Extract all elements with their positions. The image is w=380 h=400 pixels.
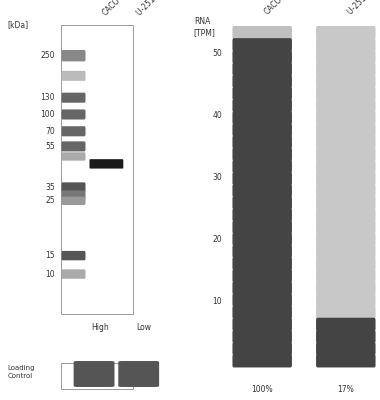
FancyBboxPatch shape xyxy=(316,257,375,270)
FancyBboxPatch shape xyxy=(233,26,292,39)
FancyBboxPatch shape xyxy=(233,111,292,124)
FancyBboxPatch shape xyxy=(62,50,86,61)
Text: 10: 10 xyxy=(213,297,222,306)
FancyBboxPatch shape xyxy=(233,99,292,112)
Text: 100: 100 xyxy=(41,110,55,119)
Text: 35: 35 xyxy=(45,183,55,192)
FancyBboxPatch shape xyxy=(233,294,292,307)
FancyBboxPatch shape xyxy=(316,269,375,282)
FancyBboxPatch shape xyxy=(316,281,375,294)
FancyBboxPatch shape xyxy=(233,354,292,368)
FancyBboxPatch shape xyxy=(62,110,86,120)
Text: 15: 15 xyxy=(46,251,55,260)
Bar xyxy=(61,26,133,314)
FancyBboxPatch shape xyxy=(233,196,292,210)
Text: U-251 MG: U-251 MG xyxy=(346,0,379,16)
Text: 17%: 17% xyxy=(337,385,354,394)
FancyBboxPatch shape xyxy=(316,160,375,173)
FancyBboxPatch shape xyxy=(316,135,375,149)
FancyBboxPatch shape xyxy=(233,245,292,258)
FancyBboxPatch shape xyxy=(233,342,292,355)
FancyBboxPatch shape xyxy=(233,281,292,294)
FancyBboxPatch shape xyxy=(316,123,375,136)
Text: 25: 25 xyxy=(46,196,55,205)
Text: RNA
[TPM]: RNA [TPM] xyxy=(194,18,216,38)
FancyBboxPatch shape xyxy=(316,99,375,112)
FancyBboxPatch shape xyxy=(62,71,86,81)
FancyBboxPatch shape xyxy=(233,135,292,149)
Text: 10: 10 xyxy=(46,270,55,278)
FancyBboxPatch shape xyxy=(233,38,292,52)
FancyBboxPatch shape xyxy=(316,26,375,39)
FancyBboxPatch shape xyxy=(233,330,292,343)
FancyBboxPatch shape xyxy=(233,62,292,76)
FancyBboxPatch shape xyxy=(233,208,292,222)
FancyBboxPatch shape xyxy=(62,126,86,136)
Bar xyxy=(61,363,133,390)
FancyBboxPatch shape xyxy=(233,269,292,282)
FancyBboxPatch shape xyxy=(233,172,292,185)
FancyBboxPatch shape xyxy=(316,172,375,185)
FancyBboxPatch shape xyxy=(316,294,375,307)
FancyBboxPatch shape xyxy=(62,141,86,152)
FancyBboxPatch shape xyxy=(316,50,375,64)
Text: 70: 70 xyxy=(45,127,55,136)
FancyBboxPatch shape xyxy=(233,87,292,100)
FancyBboxPatch shape xyxy=(316,208,375,222)
FancyBboxPatch shape xyxy=(316,62,375,76)
FancyBboxPatch shape xyxy=(233,148,292,161)
Text: CACO-2: CACO-2 xyxy=(101,0,128,17)
FancyBboxPatch shape xyxy=(316,184,375,197)
FancyBboxPatch shape xyxy=(316,87,375,100)
FancyBboxPatch shape xyxy=(316,38,375,52)
Text: 130: 130 xyxy=(41,93,55,102)
Text: 50: 50 xyxy=(212,49,222,58)
Text: 30: 30 xyxy=(212,173,222,182)
FancyBboxPatch shape xyxy=(233,184,292,197)
Text: 250: 250 xyxy=(41,51,55,60)
FancyBboxPatch shape xyxy=(233,123,292,136)
FancyBboxPatch shape xyxy=(316,330,375,343)
Text: Loading
Control: Loading Control xyxy=(8,365,35,378)
FancyBboxPatch shape xyxy=(316,111,375,124)
FancyBboxPatch shape xyxy=(62,182,86,192)
FancyBboxPatch shape xyxy=(316,354,375,368)
Text: U-251 MG: U-251 MG xyxy=(135,0,168,17)
Text: Low: Low xyxy=(136,323,151,332)
FancyBboxPatch shape xyxy=(233,160,292,173)
Text: 40: 40 xyxy=(212,111,222,120)
FancyBboxPatch shape xyxy=(233,233,292,246)
Text: 20: 20 xyxy=(213,235,222,244)
FancyBboxPatch shape xyxy=(74,361,114,387)
FancyBboxPatch shape xyxy=(90,159,123,168)
FancyBboxPatch shape xyxy=(233,50,292,64)
FancyBboxPatch shape xyxy=(316,233,375,246)
FancyBboxPatch shape xyxy=(316,245,375,258)
FancyBboxPatch shape xyxy=(233,318,292,331)
FancyBboxPatch shape xyxy=(233,257,292,270)
Text: High: High xyxy=(91,323,109,332)
FancyBboxPatch shape xyxy=(316,75,375,88)
Text: CACO-2: CACO-2 xyxy=(262,0,289,16)
Text: 55: 55 xyxy=(45,142,55,151)
FancyBboxPatch shape xyxy=(316,318,375,331)
FancyBboxPatch shape xyxy=(316,148,375,161)
FancyBboxPatch shape xyxy=(316,196,375,210)
FancyBboxPatch shape xyxy=(62,190,86,200)
Text: 100%: 100% xyxy=(252,385,273,394)
FancyBboxPatch shape xyxy=(62,152,86,161)
FancyBboxPatch shape xyxy=(62,93,86,103)
FancyBboxPatch shape xyxy=(118,361,159,387)
FancyBboxPatch shape xyxy=(233,220,292,234)
FancyBboxPatch shape xyxy=(316,306,375,319)
FancyBboxPatch shape xyxy=(316,342,375,355)
FancyBboxPatch shape xyxy=(233,306,292,319)
FancyBboxPatch shape xyxy=(62,251,86,260)
FancyBboxPatch shape xyxy=(233,75,292,88)
FancyBboxPatch shape xyxy=(316,220,375,234)
FancyBboxPatch shape xyxy=(62,197,86,205)
FancyBboxPatch shape xyxy=(62,269,86,279)
Text: [kDa]: [kDa] xyxy=(8,20,29,30)
